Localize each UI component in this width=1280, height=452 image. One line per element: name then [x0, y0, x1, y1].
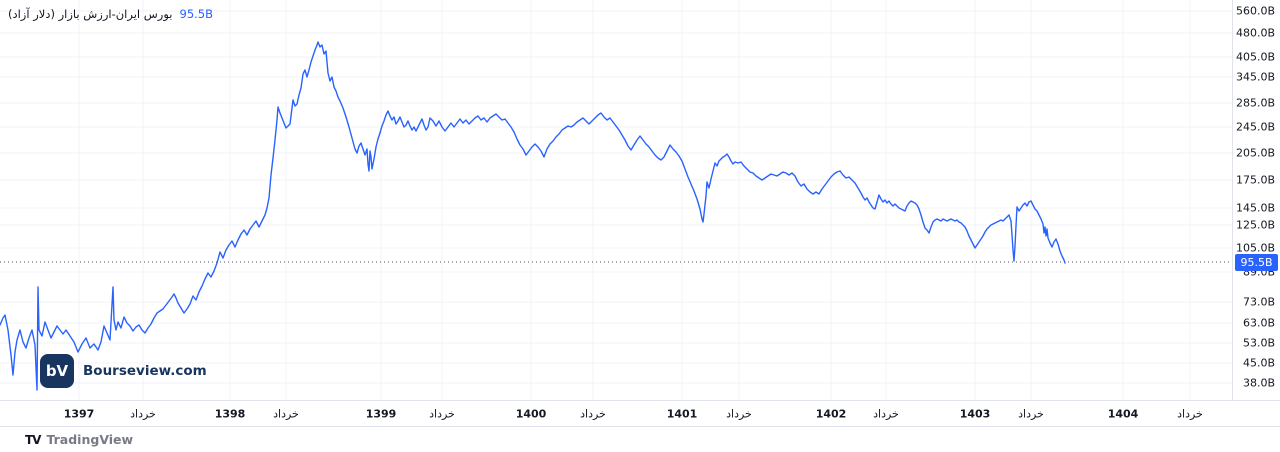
- price-axis-label: 53.0B: [1242, 336, 1275, 350]
- price-axis-label: 145.0B: [1235, 201, 1275, 215]
- price-axis-label: 285.0B: [1235, 96, 1275, 110]
- time-axis[interactable]: 1397 خرداد 1398 خرداد 1399 خرداد 1400 خرداد 1401…: [0, 400, 1280, 427]
- time-axis-label: 1403: [959, 407, 991, 420]
- time-axis-label: 1399: [365, 407, 397, 420]
- price-axis-label: 45.0B: [1242, 356, 1275, 370]
- symbol-legend[interactable]: بورس ایران-ارزش بازار (دلار آزاد) 95.5B: [8, 7, 213, 21]
- tradingview-attribution-link[interactable]: TradingView: [46, 432, 134, 447]
- bourseview-watermark-text: Bourseview.com: [83, 363, 207, 379]
- price-line-series: [0, 41, 1066, 391]
- price-axis[interactable]: 95.5B 560.0B 480.0B 405.0B 345.0B 285.0B 245.…: [1232, 0, 1280, 400]
- price-axis-label: 63.0B: [1242, 316, 1275, 330]
- last-price-badge: 95.5B: [1235, 254, 1278, 271]
- price-axis-label: 105.0B: [1235, 241, 1275, 255]
- price-axis-label: 480.0B: [1235, 26, 1275, 40]
- time-axis-label: خرداد: [130, 407, 156, 420]
- time-axis-label: خرداد: [1018, 407, 1044, 420]
- attribution-bar: TV TradingView: [0, 427, 1280, 452]
- symbol-title: بورس ایران-ارزش بازار (دلار آزاد): [8, 7, 173, 21]
- last-value-text: 95.5B: [179, 7, 214, 21]
- time-axis-label: خرداد: [1177, 407, 1203, 420]
- tradingview-logo-icon[interactable]: TV: [25, 432, 42, 447]
- price-chart-canvas[interactable]: [0, 0, 1232, 400]
- price-axis-label: 245.0B: [1235, 120, 1275, 134]
- price-axis-label: 560.0B: [1235, 4, 1275, 18]
- price-axis-label: 125.0B: [1235, 218, 1275, 232]
- time-axis-label: 1398: [214, 407, 246, 420]
- price-axis-label: 175.0B: [1235, 173, 1275, 187]
- bourseview-watermark: bV Bourseview.com: [40, 354, 207, 388]
- time-axis-label: خرداد: [726, 407, 752, 420]
- price-axis-label: 205.0B: [1235, 146, 1275, 160]
- time-axis-label: 1401: [666, 407, 698, 420]
- time-axis-label: 1397: [63, 407, 95, 420]
- time-axis-label: خرداد: [429, 407, 455, 420]
- time-axis-label: خرداد: [273, 407, 299, 420]
- time-axis-label: خرداد: [873, 407, 899, 420]
- time-axis-label: 1400: [515, 407, 547, 420]
- price-axis-label: 73.0B: [1242, 295, 1275, 309]
- time-axis-label: 1404: [1107, 407, 1139, 420]
- bourseview-logo-icon: bV: [40, 354, 74, 388]
- time-axis-label: خرداد: [580, 407, 606, 420]
- time-axis-label: 1402: [815, 407, 847, 420]
- price-axis-label: 345.0B: [1235, 70, 1275, 84]
- price-axis-label: 38.0B: [1242, 376, 1275, 390]
- price-axis-label: 405.0B: [1235, 50, 1275, 64]
